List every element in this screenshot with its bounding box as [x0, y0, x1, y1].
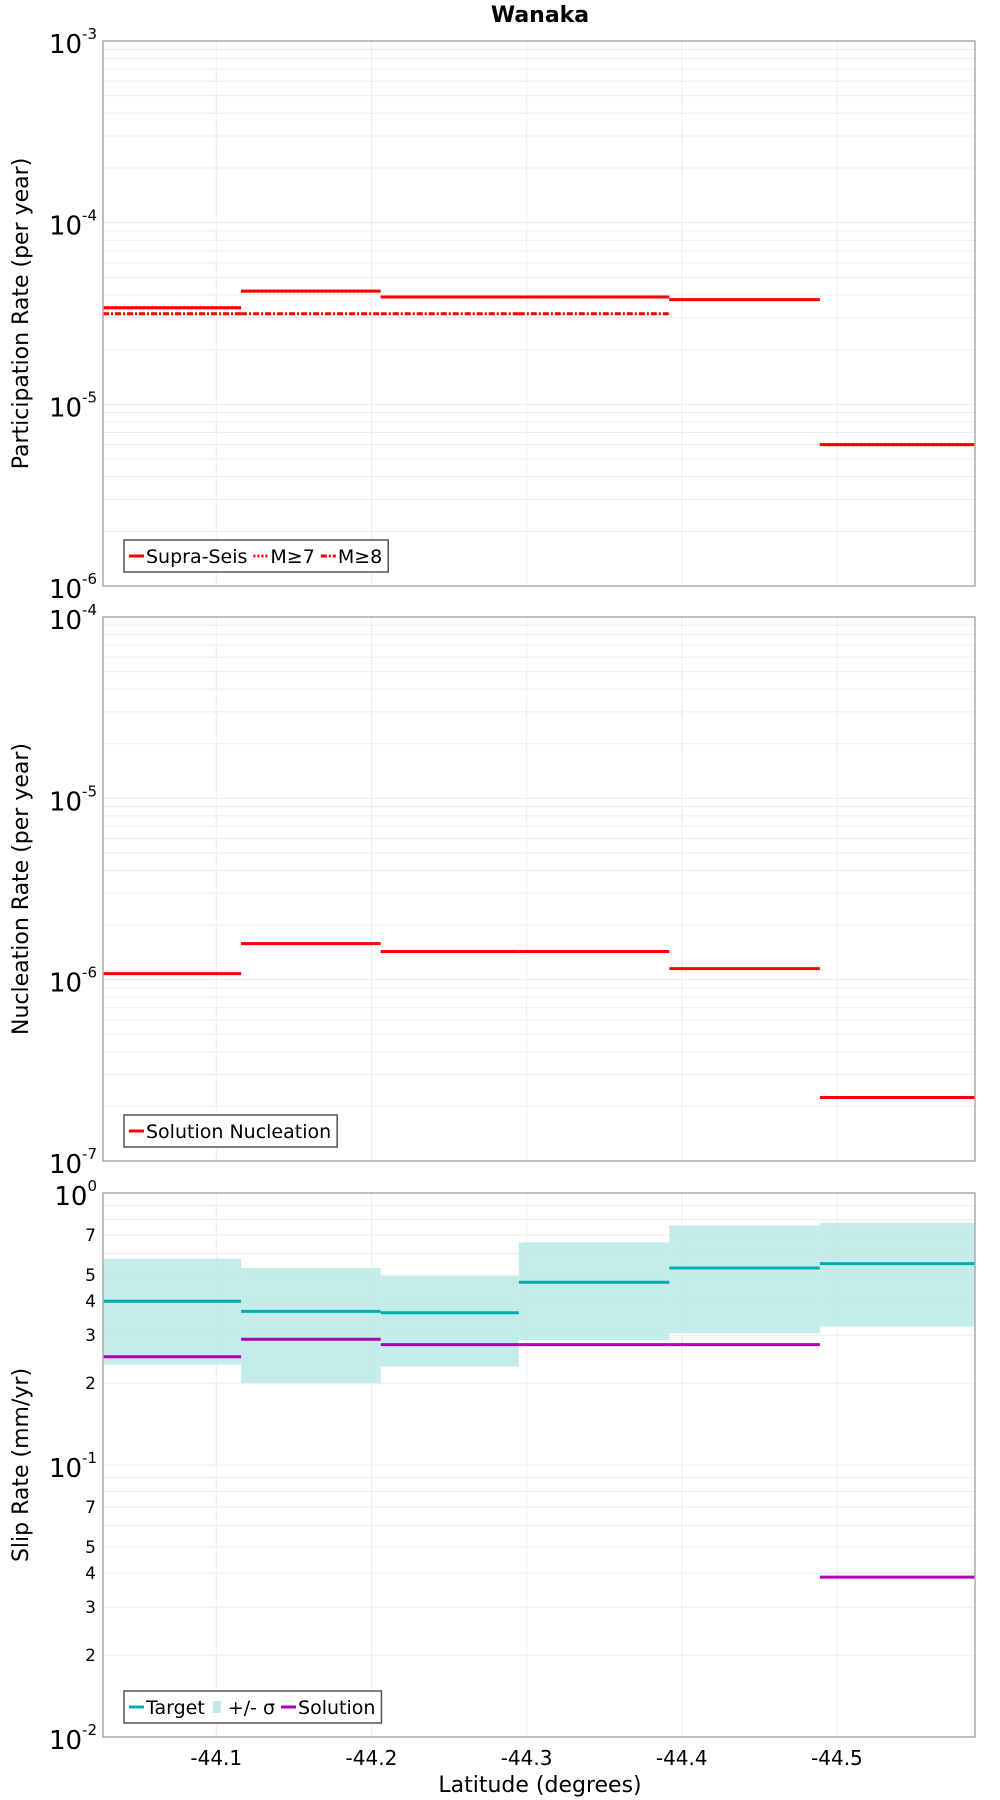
y-tick-label: 10-5 [49, 782, 97, 817]
y-minor-tick-label: 5 [85, 1538, 96, 1558]
legend-label: +/- σ [228, 1697, 275, 1719]
legend-box [123, 1690, 383, 1724]
y-tick-label: 10-4 [49, 207, 97, 242]
y-tick-label: 10-6 [49, 570, 97, 605]
y-tick-label: 10-1 [49, 1449, 97, 1484]
legend: Supra-Seis M≥7 M≥8 [123, 539, 389, 573]
legend-label: M≥8 [338, 546, 382, 568]
y-axis-label: Nucleation Rate (per year) [9, 743, 34, 1035]
y-tick-label: 10-2 [49, 1721, 97, 1756]
y-minor-tick-label: 7 [85, 1498, 96, 1518]
y-minor-tick-label: 4 [85, 1292, 96, 1312]
panel-1: 10-3 10-4 10-5 10-6 Participation Rate (per … [9, 25, 976, 605]
legend-swatch-band [212, 1701, 221, 1713]
sigma-band [380, 1275, 519, 1367]
legend-label: Solution [298, 1697, 375, 1719]
plot-frame [102, 616, 976, 1162]
x-tick-label: -44.2 [346, 1746, 398, 1770]
y-tick-label: 10-5 [49, 388, 97, 423]
x-tick-label: -44.5 [811, 1746, 863, 1770]
y-minor-tick-label: 4 [85, 1564, 96, 1584]
sigma-band [819, 1222, 975, 1327]
y-tick-label: 10-3 [49, 25, 97, 60]
legend-label: M≥7 [270, 546, 314, 568]
y-minor-tick-label: 5 [85, 1266, 96, 1286]
sigma-band [669, 1225, 820, 1334]
legend: Target +/- σ Solution [123, 1690, 383, 1724]
sigma-band [241, 1267, 381, 1384]
legend-box [123, 539, 389, 573]
panel-2: 10-4 10-5 10-6 10-7 Nucleation Rate (per yea… [9, 601, 976, 1180]
chart-title: Wanaka [491, 3, 589, 28]
y-axis-label: Slip Rate (mm/yr) [9, 1368, 34, 1562]
sigma-band [103, 1258, 242, 1365]
x-tick-label: -44.3 [501, 1746, 553, 1770]
plot-frame [102, 1192, 976, 1738]
legend-box [123, 1114, 338, 1148]
y-minor-tick-label: 2 [85, 1646, 96, 1666]
y-tick-label: 10-4 [49, 601, 97, 636]
y-axis-label: Participation Rate (per year) [9, 158, 34, 470]
x-axis-label: Latitude (degrees) [438, 1773, 641, 1798]
y-minor-tick-label: 2 [85, 1374, 96, 1394]
legend-label: Target [145, 1697, 205, 1719]
y-minor-tick-label: 3 [85, 1326, 96, 1346]
legend: Solution Nucleation [123, 1114, 338, 1148]
y-minor-tick-label: 7 [85, 1226, 96, 1246]
y-tick-label: 100 [54, 1177, 97, 1212]
x-tick-label: -44.4 [656, 1746, 708, 1770]
plot-frame [102, 40, 976, 587]
x-tick-label: -44.1 [190, 1746, 242, 1770]
y-minor-tick-label: 3 [85, 1598, 96, 1618]
legend-label: Solution Nucleation [146, 1121, 331, 1143]
panel-3: 100 10-1 10-2 7 5 4 3 2 7 5 4 3 2 Slip Rate (mm/yr) Ta… [9, 1177, 976, 1756]
legend-label: Supra-Seis [146, 546, 247, 568]
y-tick-label: 10-7 [49, 1145, 97, 1180]
y-tick-label: 10-6 [49, 964, 97, 999]
sigma-band [518, 1242, 670, 1341]
